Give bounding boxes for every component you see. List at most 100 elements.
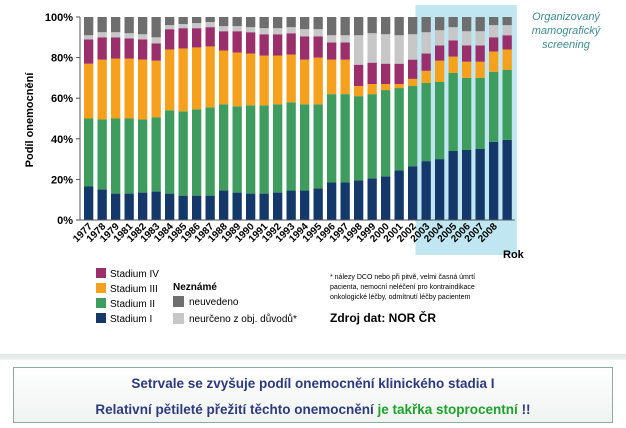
bar-segment-1983-s5 — [165, 17, 175, 26]
screening-annotation: Organizovaný mamografický screening — [532, 11, 602, 51]
bar-segment-2003-s0 — [435, 159, 445, 220]
source-note: Zdroj dat: NOR ČR — [330, 310, 436, 325]
bar-segment-2002-s2 — [421, 70, 431, 83]
bar-segment-1981-s3 — [138, 39, 148, 60]
bar-segment-1998-s0 — [367, 178, 377, 220]
bar-segment-1983-s3 — [165, 29, 175, 50]
bar-segment-1999-s1 — [381, 90, 391, 177]
bar-segment-1996-s5 — [340, 17, 350, 36]
bar-segment-1984-s4 — [178, 24, 188, 29]
divider-band — [0, 354, 626, 360]
bar-segment-2003-s2 — [435, 60, 445, 82]
bar-segment-1985-s5 — [192, 17, 202, 24]
bar-segment-2000-s5 — [394, 17, 404, 36]
bar-segment-1994-s3 — [313, 36, 323, 58]
bar-segment-2006-s5 — [475, 17, 485, 32]
bar-segment-1997-s5 — [354, 17, 364, 36]
bar-segment-2004-s2 — [448, 56, 458, 73]
bars-group — [84, 17, 512, 220]
bar-segment-2003-s3 — [435, 45, 445, 61]
bar-segment-2000-s4 — [394, 35, 404, 64]
bar-segment-1997-s2 — [354, 86, 364, 97]
bar-segment-2006-s1 — [475, 77, 485, 149]
y-tick-label-5: 100% — [45, 12, 73, 24]
bar-segment-1987-s5 — [219, 17, 229, 27]
bar-segment-2006-s3 — [475, 45, 485, 62]
bar-segment-1996-s4 — [340, 35, 350, 43]
bar-segment-1984-s2 — [178, 48, 188, 112]
bar-segment-2007-s5 — [489, 17, 499, 26]
bar-segment-1996-s3 — [340, 42, 350, 60]
summary-line-2-prefix: Relativní pětileté přežití těchto onemoc… — [95, 402, 374, 417]
footnote-line-0: * nálezy DCO nebo při pitvě, velmi časná… — [330, 274, 475, 281]
bar-segment-2008-s2 — [502, 49, 512, 70]
bar-segment-2001-s2 — [408, 78, 418, 87]
legend-swatch-1 — [96, 283, 106, 293]
bar-segment-1991-s3 — [273, 34, 283, 56]
footnote: * nálezy DCO nebo při pitvě, velmi časná… — [330, 274, 475, 301]
bar-segment-2003-s4 — [435, 30, 445, 46]
bar-segment-1990-s5 — [259, 17, 269, 29]
bar-segment-1998-s3 — [367, 62, 377, 84]
bar-segment-1993-s1 — [300, 104, 310, 191]
bar-segment-1979-s1 — [111, 118, 121, 194]
bar-segment-1990-s4 — [259, 28, 269, 35]
bar-segment-2002-s5 — [421, 17, 431, 33]
bar-segment-1991-s4 — [273, 28, 283, 35]
bar-segment-2004-s3 — [448, 40, 458, 57]
bar-segment-2004-s5 — [448, 17, 458, 28]
bar-segment-1988-s3 — [232, 31, 242, 53]
bar-segment-1993-s0 — [300, 190, 310, 220]
bar-segment-2008-s3 — [502, 35, 512, 50]
bar-segment-1999-s3 — [381, 63, 391, 84]
bar-segment-1992-s0 — [286, 190, 296, 220]
bar-segment-2001-s0 — [408, 166, 418, 220]
bar-segment-2007-s4 — [489, 25, 499, 38]
bar-segment-2007-s0 — [489, 141, 499, 220]
bar-segment-1987-s1 — [219, 104, 229, 191]
bar-segment-1978-s5 — [97, 17, 107, 33]
bar-segment-1994-s5 — [313, 17, 323, 30]
bar-segment-1979-s5 — [111, 17, 121, 33]
bar-segment-1979-s4 — [111, 32, 121, 38]
bar-segment-1989-s5 — [246, 17, 256, 28]
bar-segment-1995-s4 — [327, 35, 337, 43]
bar-segment-1983-s2 — [165, 49, 175, 111]
bar-segment-1980-s2 — [124, 58, 134, 119]
bar-segment-1999-s0 — [381, 176, 391, 220]
bar-segment-1977-s1 — [84, 118, 94, 187]
bar-segment-1990-s2 — [259, 55, 269, 106]
bar-segment-2008-s0 — [502, 139, 512, 220]
bar-segment-1988-s0 — [232, 192, 242, 220]
bar-segment-1982-s1 — [151, 117, 161, 192]
bar-segment-2007-s1 — [489, 71, 499, 142]
bar-segment-1991-s5 — [273, 17, 283, 29]
bar-segment-1990-s3 — [259, 34, 269, 56]
bar-segment-1994-s1 — [313, 104, 323, 189]
bar-segment-1984-s5 — [178, 17, 188, 25]
bar-segment-1987-s2 — [219, 50, 229, 105]
bar-segment-1979-s3 — [111, 37, 121, 59]
summary-line-2-highlight: je takřka stoprocentní — [377, 402, 518, 417]
bar-segment-1986-s0 — [205, 195, 215, 220]
bar-segment-1993-s4 — [300, 29, 310, 37]
bar-segment-2003-s5 — [435, 17, 445, 31]
bar-segment-1977-s3 — [84, 39, 94, 64]
legend-swatch-0 — [96, 268, 106, 278]
bar-segment-1995-s1 — [327, 94, 337, 183]
bar-segment-1978-s3 — [97, 37, 107, 60]
bar-segment-1978-s1 — [97, 119, 107, 190]
bar-segment-1989-s0 — [246, 193, 256, 220]
bar-segment-1986-s3 — [205, 27, 215, 47]
legend-label-unknown-1: neurčeno z obj. důvodů* — [189, 313, 297, 325]
bar-segment-2000-s0 — [394, 170, 404, 220]
bar-segment-1994-s0 — [313, 188, 323, 220]
legend-label-0: Stadium IV — [110, 269, 159, 280]
bar-segment-2002-s4 — [421, 32, 431, 54]
bar-segment-1999-s2 — [381, 83, 391, 91]
legend-label-1: Stadium III — [110, 284, 158, 295]
bar-segment-1988-s5 — [232, 17, 242, 27]
bar-segment-1986-s2 — [205, 46, 215, 108]
bar-segment-1985-s2 — [192, 47, 202, 110]
bar-segment-1992-s4 — [286, 27, 296, 34]
